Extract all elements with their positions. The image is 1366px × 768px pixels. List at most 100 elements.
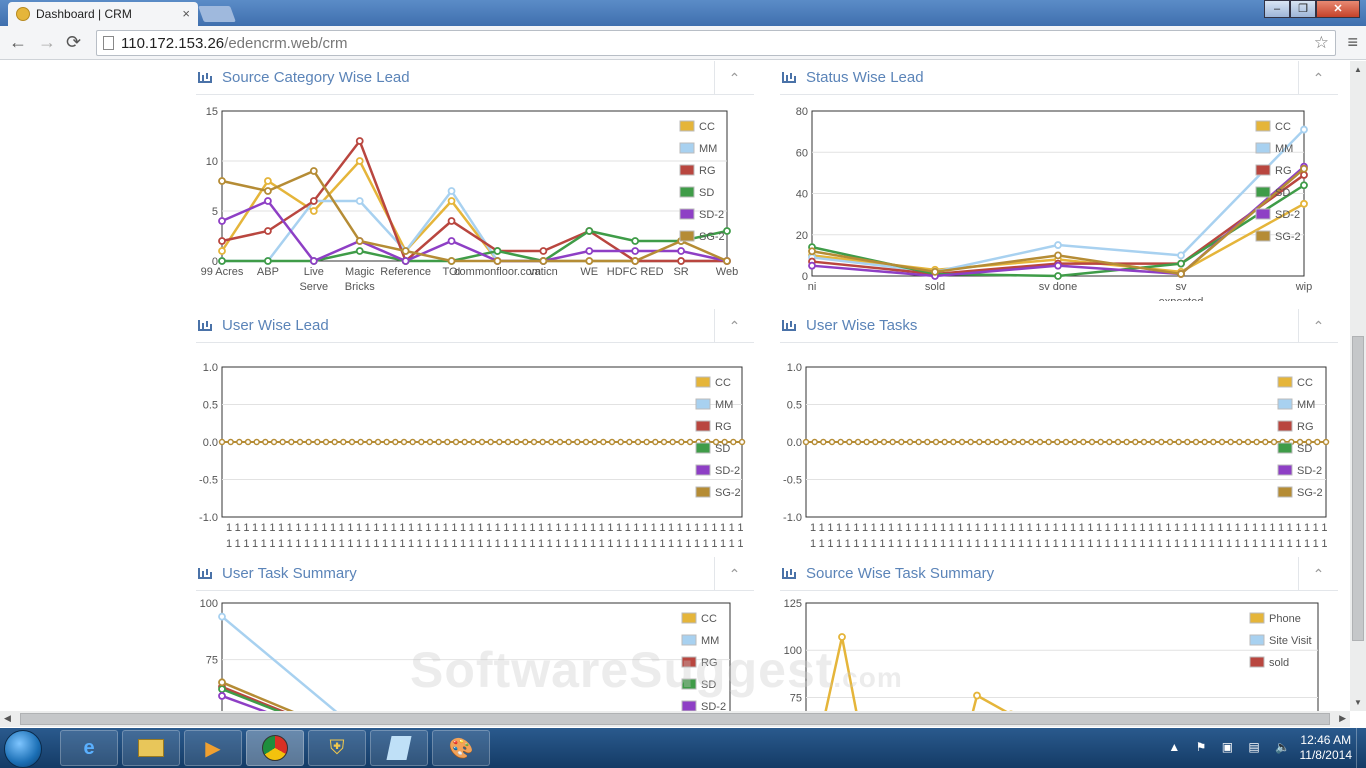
horizontal-scroll-thumb[interactable] xyxy=(20,713,1330,725)
bookmark-star-icon[interactable]: ☆ xyxy=(1313,33,1329,52)
data-point xyxy=(374,438,382,446)
scroll-up-icon[interactable]: ▲ xyxy=(1354,65,1362,74)
data-point xyxy=(435,438,442,446)
tab-close-icon[interactable]: × xyxy=(182,6,190,21)
security-center-icon[interactable]: ⛨ xyxy=(308,730,366,766)
x-tick-label: 1 xyxy=(1027,538,1033,549)
panel-header: User Task Summary ⌃ xyxy=(196,557,754,591)
y-tick-label: 0.0 xyxy=(203,437,218,449)
data-point xyxy=(1166,438,1174,446)
chrome-icon[interactable] xyxy=(246,730,304,766)
taskbar-clock[interactable]: 12:46 AM 11/8/2014 xyxy=(1300,733,1353,763)
legend-label-sold: sold xyxy=(1269,657,1289,669)
x-tick-label: 1 xyxy=(555,522,561,534)
start-button[interactable] xyxy=(4,730,42,768)
x-tick-label: 1 xyxy=(677,538,683,549)
y-tick-label: -1.0 xyxy=(783,512,802,524)
notepad-icon[interactable] xyxy=(370,730,428,766)
x-tick-label: 1 xyxy=(529,522,535,534)
browser-tab[interactable]: Dashboard | CRM × xyxy=(8,2,198,26)
data-point xyxy=(1300,171,1308,179)
series-line-MM xyxy=(221,615,338,711)
vertical-scroll-thumb[interactable] xyxy=(1352,336,1364,641)
x-tick-label: 1 xyxy=(599,522,605,534)
reload-icon[interactable]: ⟳ xyxy=(66,32,82,52)
chevron-up-icon[interactable]: ⌃ xyxy=(1298,309,1338,343)
chevron-up-icon[interactable]: ⌃ xyxy=(714,61,754,95)
legend-swatch-CC xyxy=(695,376,711,388)
forward-icon[interactable]: → xyxy=(38,32,56,52)
chevron-up-icon[interactable]: ⌃ xyxy=(1298,557,1338,591)
data-point xyxy=(447,187,456,195)
x-tick-label: 1 xyxy=(940,522,946,534)
scroll-right-icon[interactable]: ▶ xyxy=(1339,713,1346,723)
x-tick-label: 1 xyxy=(304,538,310,549)
bar-chart-icon xyxy=(782,568,796,579)
scroll-left-icon[interactable]: ◀ xyxy=(4,713,11,723)
x-tick-label: 1 xyxy=(810,538,816,549)
data-point xyxy=(355,197,364,205)
vertical-scrollbar[interactable]: ▲ ▼ xyxy=(1350,61,1366,711)
close-window-button[interactable]: ✕ xyxy=(1316,0,1360,18)
media-player-icon[interactable]: ▶ xyxy=(184,730,242,766)
back-icon[interactable]: ← xyxy=(9,32,27,52)
legend-swatch-SD xyxy=(1277,442,1293,454)
chevron-up-icon[interactable]: ⌃ xyxy=(714,309,754,343)
horizontal-scrollbar[interactable]: ◀ ▶ xyxy=(0,711,1350,727)
data-point xyxy=(270,438,278,446)
data-point xyxy=(539,247,548,255)
legend-swatch-SD xyxy=(695,442,711,454)
chevron-up-icon[interactable]: ⌃ xyxy=(1298,61,1338,95)
data-point xyxy=(401,247,410,255)
data-point xyxy=(461,438,468,446)
window-controls: ‒ ❐ ✕ xyxy=(1264,0,1360,18)
chevron-up-icon[interactable]: ⌃ xyxy=(714,557,754,591)
data-point xyxy=(253,438,260,446)
data-point xyxy=(1322,438,1330,446)
internet-explorer-icon[interactable]: e xyxy=(60,730,118,766)
x-tick-label: 1 xyxy=(983,538,989,549)
x-tick-label: 1 xyxy=(347,522,353,534)
data-point xyxy=(924,438,931,446)
x-tick-label: 1 xyxy=(871,522,877,534)
data-point xyxy=(218,177,226,185)
maximize-button[interactable]: ❐ xyxy=(1290,0,1316,18)
data-point xyxy=(401,257,410,265)
paint-icon[interactable]: 🎨 xyxy=(432,730,490,766)
y-tick-label: 1.0 xyxy=(787,362,802,374)
data-point xyxy=(677,247,685,255)
data-point xyxy=(309,207,318,215)
x-tick-label: 1 xyxy=(827,522,833,534)
system-tray[interactable]: ▲ ⚑ ▣ ▤ 🔈 xyxy=(1168,740,1296,754)
data-point xyxy=(880,438,888,446)
browser-menu-icon[interactable]: ≡ xyxy=(1347,32,1358,52)
data-point xyxy=(218,692,226,700)
browser-titlebar: Dashboard | CRM × ‒ ❐ ✕ xyxy=(0,0,1366,26)
x-tick-label: 1 xyxy=(1304,522,1310,534)
plot-area xyxy=(221,602,731,711)
data-point xyxy=(470,438,477,446)
x-tick-label: 1 xyxy=(703,538,709,549)
x-tick-label: 1 xyxy=(1183,538,1189,549)
data-point xyxy=(355,247,364,255)
x-tick-label: 1 xyxy=(1009,522,1015,534)
scroll-down-icon[interactable]: ▼ xyxy=(1354,698,1362,707)
x-tick-label: 1 xyxy=(547,522,553,534)
new-tab-button[interactable] xyxy=(198,6,236,22)
show-desktop-button[interactable] xyxy=(1356,728,1366,768)
address-bar[interactable]: 110.172.153.26/edencrm.web/crm ☆ xyxy=(96,30,1336,56)
x-tick-label: 1 xyxy=(888,538,894,549)
file-explorer-icon[interactable] xyxy=(122,730,180,766)
series-line-SD xyxy=(222,229,728,263)
x-tick-label: 1 xyxy=(365,538,371,549)
x-tick-label: 1 xyxy=(1035,538,1041,549)
data-point xyxy=(218,217,226,225)
x-tick-label: 1 xyxy=(295,538,301,549)
minimize-button[interactable]: ‒ xyxy=(1264,0,1290,18)
data-point xyxy=(838,633,846,641)
x-tick-label: 1 xyxy=(957,522,963,534)
x-tick-label: SR xyxy=(673,266,688,278)
data-point xyxy=(447,197,456,205)
x-tick-label: 1 xyxy=(862,538,868,549)
